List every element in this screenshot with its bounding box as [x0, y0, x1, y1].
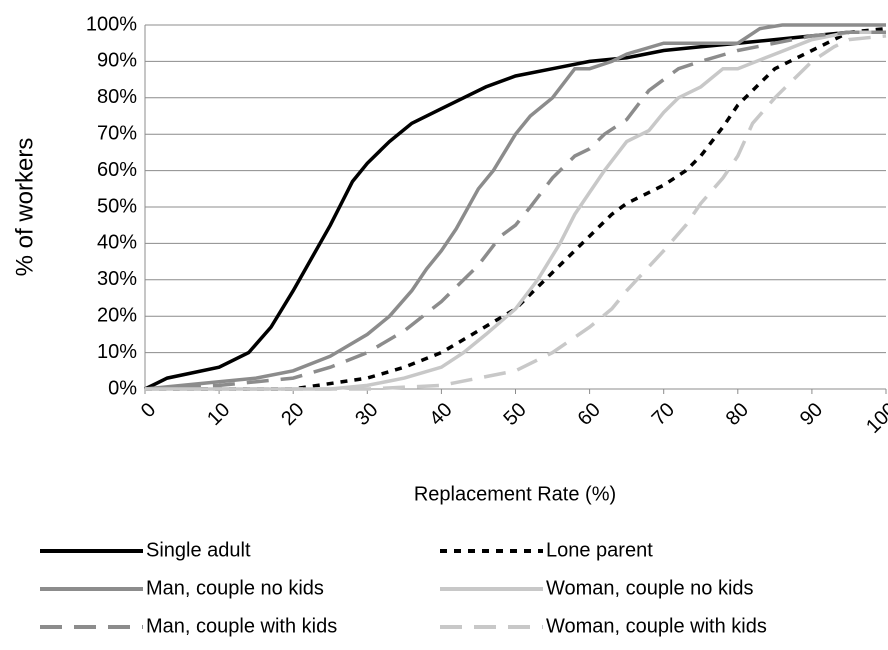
series-line	[144, 30, 886, 391]
legend-label: Man, couple no kids	[146, 577, 324, 599]
x-tick-label: 40	[425, 399, 456, 430]
x-tick-label: 60	[574, 399, 605, 430]
y-tick-label: 100%	[86, 13, 137, 35]
x-tick-label: 90	[796, 399, 827, 430]
y-tick-label: 50%	[97, 195, 137, 217]
y-tick-label: 20%	[97, 304, 137, 326]
legend-label: Man, couple with kids	[146, 615, 337, 637]
series-line	[144, 30, 886, 391]
x-axis-title: Replacement Rate (%)	[414, 483, 616, 505]
x-tick-label: 0	[137, 399, 160, 422]
legend-label: Woman, couple no kids	[546, 577, 754, 599]
x-tick-label: 20	[277, 399, 308, 430]
series-line	[145, 34, 887, 391]
x-tick-label: 10	[203, 399, 234, 430]
x-tick-label: 70	[648, 399, 679, 430]
y-tick-label: 70%	[97, 122, 137, 144]
y-tick-label: 30%	[97, 268, 137, 290]
legend-label: Single adult	[146, 539, 251, 561]
legend-label: Lone parent	[546, 539, 653, 561]
y-tick-label: 60%	[97, 159, 137, 181]
y-tick-label: 10%	[97, 341, 137, 363]
x-tick-label: 80	[722, 399, 753, 430]
series-line	[145, 26, 887, 391]
legend-label: Woman, couple with kids	[546, 615, 767, 637]
series-line	[145, 30, 886, 391]
y-tick-label: 40%	[97, 232, 137, 254]
y-tick-label: 80%	[97, 86, 137, 108]
series-line	[144, 23, 886, 391]
x-tick-label: 30	[351, 399, 382, 430]
y-tick-label: 90%	[97, 50, 137, 72]
x-tick-label: 100	[862, 399, 888, 438]
x-tick-label: 50	[499, 399, 530, 430]
y-axis-title: % of workers	[11, 138, 38, 277]
y-tick-label: 0%	[108, 377, 137, 399]
